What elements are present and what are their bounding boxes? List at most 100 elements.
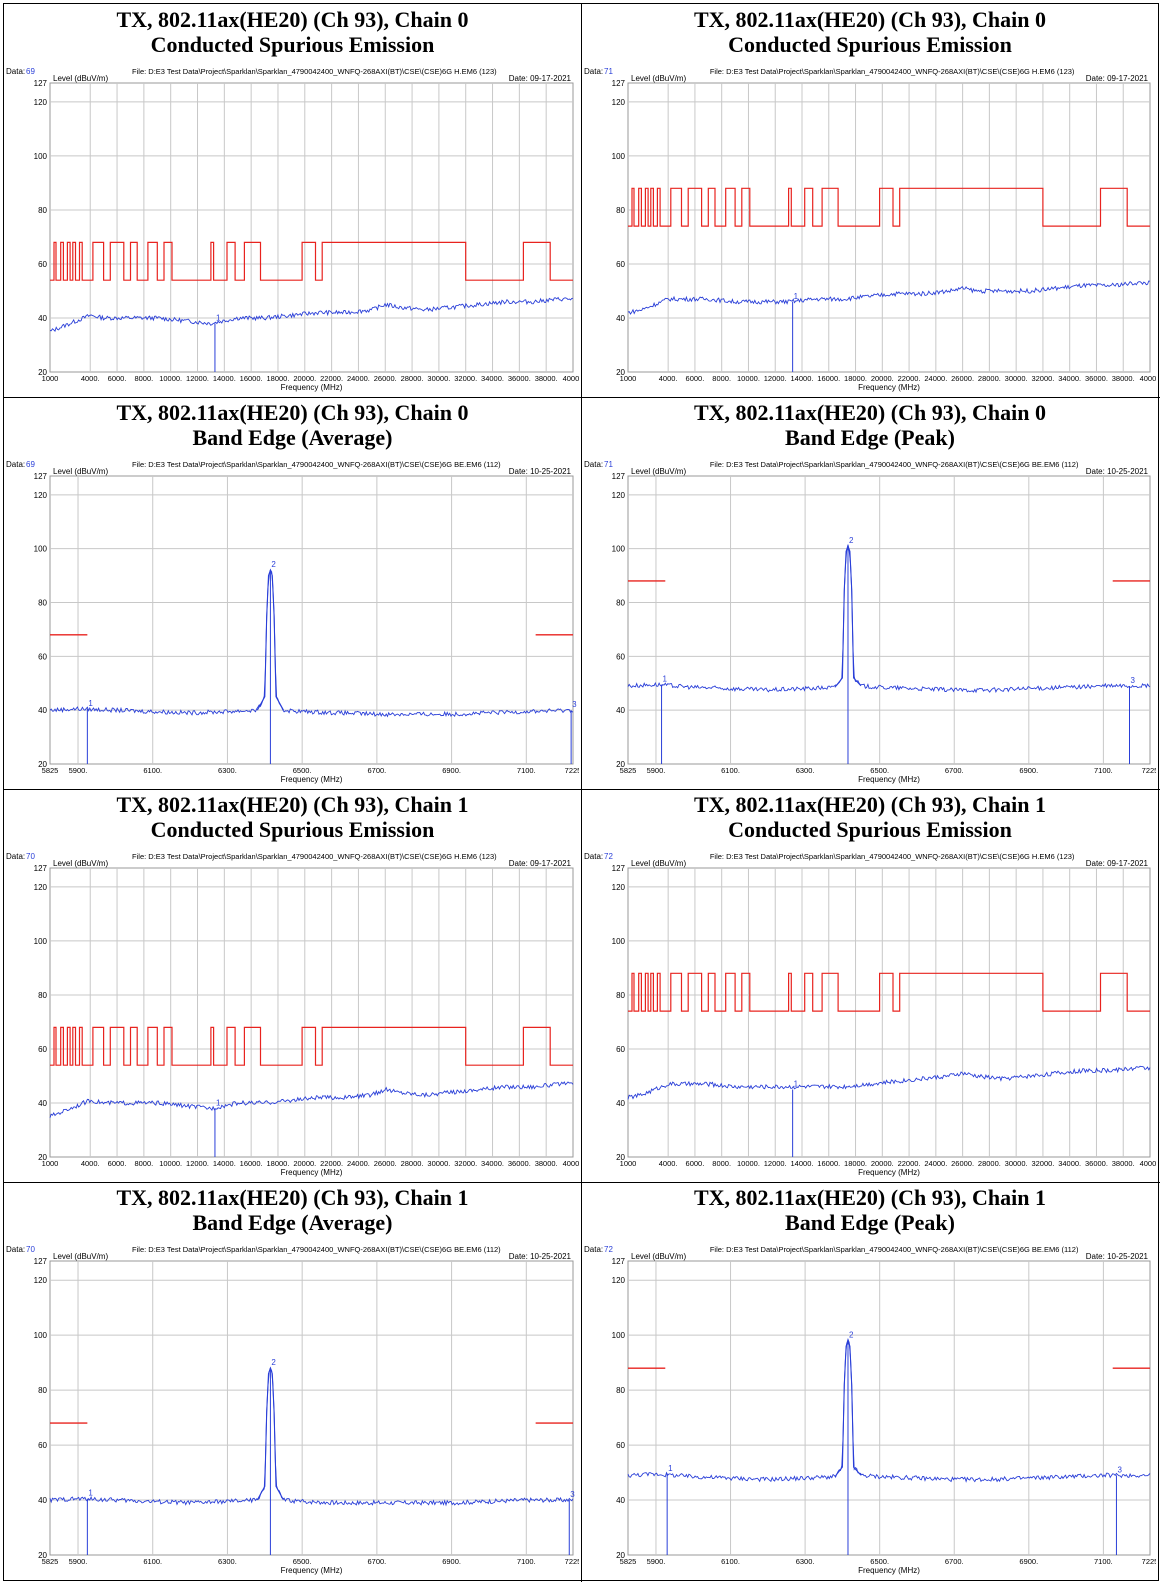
x-tick-label: 5900. xyxy=(69,1557,88,1566)
data-value: 71 xyxy=(604,67,613,76)
x-tick-label: 38000. xyxy=(535,1159,558,1168)
x-axis-label: Frequency (MHz) xyxy=(858,775,920,784)
file-path: File: D:E3 Test Data\Project\Sparklan\Sp… xyxy=(132,460,501,469)
table-column-divider xyxy=(581,4,582,1582)
plot-date: Date: 09-17-2021 xyxy=(509,859,572,868)
x-tick-label: 6300. xyxy=(796,766,815,775)
x-tick-label: 16000. xyxy=(240,374,263,383)
panel-title-line1: TX, 802.11ax(HE20) (Ch 93), Chain 1 xyxy=(116,792,469,817)
x-tick-label: 6100. xyxy=(721,1557,740,1566)
x-tick-label: 38000. xyxy=(1112,374,1135,383)
marker-label: 1 xyxy=(794,1079,799,1088)
file-path: File: D:E3 Test Data\Project\Sparklan\Sp… xyxy=(710,852,1075,861)
y-axis-label: Level (dBuV/m) xyxy=(631,859,686,868)
y-tick-label: 80 xyxy=(38,599,47,608)
x-tick-label: 4000. xyxy=(81,1159,100,1168)
x-tick-label: 36000. xyxy=(1085,374,1108,383)
panel-title-line2: Band Edge (Peak) xyxy=(785,1210,955,1235)
x-tick-label: 6000. xyxy=(108,374,127,383)
x-tick-label: 30000. xyxy=(427,1159,450,1168)
y-tick-label: 20 xyxy=(616,368,625,377)
x-tick-label: 5900. xyxy=(69,766,88,775)
y-tick-label: 40 xyxy=(616,1496,625,1505)
x-tick-label: 10000. xyxy=(737,1159,760,1168)
table-row-divider xyxy=(4,789,1160,790)
y-tick-label: 100 xyxy=(34,152,48,161)
x-tick-label: 6700. xyxy=(367,766,386,775)
y-tick-label: 127 xyxy=(34,79,48,88)
spectrum-chart: Data: 70 File: D:E3 Test Data\Project\Spar… xyxy=(6,1245,579,1575)
y-tick-label: 100 xyxy=(612,937,626,946)
marker-label: 2 xyxy=(849,536,854,545)
x-tick-label: 6900. xyxy=(442,1557,461,1566)
chart-panel: TX, 802.11ax(HE20) (Ch 93), Chain 0 Condu… xyxy=(582,5,1158,397)
measurement-trace xyxy=(627,280,1151,315)
x-tick-label: 6700. xyxy=(945,766,964,775)
x-tick-label: 36000. xyxy=(508,374,531,383)
panel-title: TX, 802.11ax(HE20) (Ch 93), Chain 0 Condu… xyxy=(4,7,581,57)
marker-label: 2 xyxy=(271,1358,276,1367)
x-tick-label: 28000. xyxy=(978,1159,1001,1168)
x-tick-label: 16000. xyxy=(817,1159,840,1168)
plot-date: Date: 09-17-2021 xyxy=(1086,74,1149,83)
x-tick-label: 26000. xyxy=(374,374,397,383)
table-row-divider xyxy=(4,1182,1160,1183)
marker-label: 1 xyxy=(668,1464,673,1473)
y-tick-label: 80 xyxy=(616,206,625,215)
panel-title: TX, 802.11ax(HE20) (Ch 93), Chain 0 Condu… xyxy=(582,7,1158,57)
x-tick-label: 18000. xyxy=(266,374,289,383)
marker-label: 1 xyxy=(216,1098,221,1107)
chart-panel: TX, 802.11ax(HE20) (Ch 93), Chain 0 Band … xyxy=(4,398,581,789)
x-tick-label: 40000 xyxy=(1140,374,1156,383)
marker-label: 1 xyxy=(216,313,221,322)
chart-panel: TX, 802.11ax(HE20) (Ch 93), Chain 0 Condu… xyxy=(4,5,581,397)
y-tick-label: 40 xyxy=(38,314,47,323)
y-axis-label: Level (dBuV/m) xyxy=(631,74,686,83)
x-tick-label: 7100. xyxy=(517,1557,536,1566)
x-tick-label: 7100. xyxy=(517,766,536,775)
x-tick-label: 24000. xyxy=(924,374,947,383)
file-path: File: D:E3 Test Data\Project\Sparklan\Sp… xyxy=(710,67,1075,76)
x-axis-label: Frequency (MHz) xyxy=(281,383,343,392)
x-tick-label: 14000. xyxy=(791,374,814,383)
plot-date: Date: 09-17-2021 xyxy=(509,74,572,83)
x-tick-label: 6300. xyxy=(218,766,237,775)
x-tick-label: 10000. xyxy=(159,374,182,383)
panel-title-line2: Band Edge (Average) xyxy=(192,425,393,450)
y-tick-label: 100 xyxy=(34,937,48,946)
y-tick-label: 20 xyxy=(616,1551,625,1560)
x-axis-label: Frequency (MHz) xyxy=(858,1168,920,1177)
plot-date: Date: 10-25-2021 xyxy=(1086,1252,1149,1261)
marker-label: 3 xyxy=(572,700,577,709)
marker-label: 1 xyxy=(794,292,799,301)
x-tick-label: 34000. xyxy=(1058,374,1081,383)
x-tick-label: 5825 xyxy=(42,1557,59,1566)
y-tick-label: 20 xyxy=(38,760,47,769)
x-tick-label: 30000. xyxy=(1005,374,1028,383)
x-tick-label: 22000. xyxy=(898,374,921,383)
measurement-trace xyxy=(627,1065,1151,1100)
y-axis-label: Level (dBuV/m) xyxy=(53,467,108,476)
limit-line xyxy=(628,187,1150,227)
x-tick-label: 6100. xyxy=(143,1557,162,1566)
y-tick-label: 100 xyxy=(612,152,626,161)
panel-title: TX, 802.11ax(HE20) (Ch 93), Chain 0 Band … xyxy=(4,400,581,450)
plot-area xyxy=(627,82,1151,373)
plot-date: Date: 10-25-2021 xyxy=(1086,467,1149,476)
x-tick-label: 18000. xyxy=(844,1159,867,1168)
y-axis-label: Level (dBuV/m) xyxy=(53,74,108,83)
chart-panel: TX, 802.11ax(HE20) (Ch 93), Chain 1 Band … xyxy=(582,1183,1158,1580)
y-tick-label: 40 xyxy=(616,1099,625,1108)
x-tick-label: 34000. xyxy=(481,374,504,383)
x-tick-label: 7225 xyxy=(565,766,579,775)
spectrum-chart: Data: 69 File: D:E3 Test Data\Project\Spar… xyxy=(6,67,579,392)
panel-title-line1: TX, 802.11ax(HE20) (Ch 93), Chain 0 xyxy=(693,7,1047,32)
x-tick-label: 1000 xyxy=(42,1159,59,1168)
y-tick-label: 40 xyxy=(616,706,625,715)
measurement-trace xyxy=(627,1338,1151,1483)
y-tick-label: 80 xyxy=(616,991,625,1000)
plot-area xyxy=(627,475,1151,765)
x-tick-label: 1000 xyxy=(620,374,637,383)
data-label: Data: xyxy=(6,67,25,76)
spectrum-chart: Data: 72 File: D:E3 Test Data\Project\Spar… xyxy=(584,852,1156,1177)
